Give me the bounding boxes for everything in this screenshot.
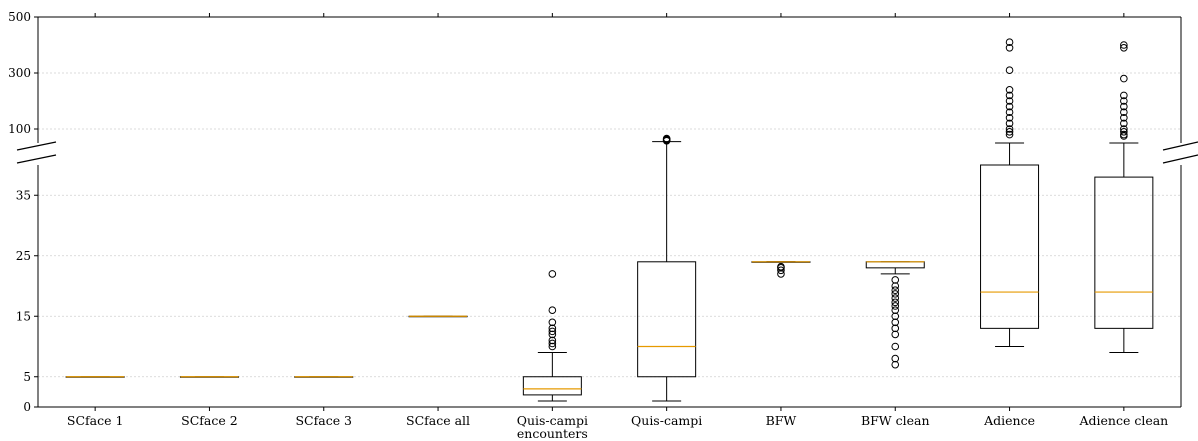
outlier-point <box>1120 108 1128 116</box>
box-layer <box>65 38 1154 402</box>
outlier-point <box>891 360 900 369</box>
y-tick-label: 300 <box>8 66 31 80</box>
category-label: Quis-campi <box>517 413 588 428</box>
outlier-point <box>1005 86 1014 94</box>
outlier-point <box>548 339 557 348</box>
outlier-point <box>548 342 557 351</box>
box-group <box>65 376 125 378</box>
outlier-point <box>1005 114 1014 122</box>
box-iqr <box>637 261 697 378</box>
y-tick-label: 25 <box>16 249 31 263</box>
outlier-point <box>1005 130 1014 139</box>
outlier-point <box>1005 119 1014 128</box>
outlier-point <box>1120 41 1128 49</box>
outlier-point <box>1005 91 1014 100</box>
box-group <box>1094 41 1154 354</box>
outlier-point <box>777 270 785 278</box>
outlier-point <box>1120 114 1128 122</box>
outlier-point <box>548 327 557 336</box>
axis-break-mark <box>1162 154 1198 164</box>
outlier-point <box>548 306 557 315</box>
outlier-point <box>891 286 900 295</box>
outlier-point <box>1120 128 1128 136</box>
outlier-point <box>891 306 900 315</box>
outlier-point <box>548 324 557 333</box>
outlier-point <box>1120 97 1128 105</box>
category-label: SCface 3 <box>295 413 352 428</box>
category-label: Quis-campi <box>631 413 702 428</box>
outlier-point <box>891 312 900 321</box>
box-group <box>980 38 1040 347</box>
outlier-point <box>1120 119 1128 128</box>
y-tick-label: 100 <box>8 122 31 136</box>
category-label: encounters <box>517 426 588 441</box>
box-group <box>294 376 354 378</box>
outlier-point <box>1120 102 1128 111</box>
box-group <box>637 134 697 402</box>
box-group <box>179 376 239 378</box>
outlier-point <box>1005 125 1014 133</box>
box-group <box>865 261 925 369</box>
category-label: SCface all <box>406 413 470 428</box>
outlier-point <box>891 294 900 302</box>
axis-break-mark <box>1162 141 1198 151</box>
outlier-point <box>1005 102 1014 111</box>
outlier-point <box>891 318 900 327</box>
category-label: Adience clean <box>1078 413 1168 428</box>
outlier-point <box>1005 108 1014 116</box>
outlier-point <box>1005 128 1014 136</box>
outlier-point <box>548 318 557 327</box>
outlier-point <box>662 134 671 143</box>
outlier-point <box>1120 74 1128 83</box>
outlier-point <box>891 302 900 310</box>
axis-layer <box>16 13 1198 411</box>
label-layer: 0 5 15 25 35 100 300 500 SCface 1 SCface 2 SCface … <box>8 10 1168 441</box>
category-label: SCface 2 <box>181 413 238 428</box>
outlier-point <box>891 290 900 298</box>
outlier-point <box>1005 66 1014 74</box>
outlier-point <box>1120 130 1128 139</box>
y-tick-label: 500 <box>8 10 31 24</box>
category-label: BFW <box>766 413 797 428</box>
outlier-point <box>891 342 900 351</box>
outlier-point <box>891 282 900 290</box>
box-group <box>522 270 582 402</box>
outlier-point <box>548 336 557 345</box>
box-iqr <box>1094 176 1154 329</box>
outlier-point <box>891 324 900 333</box>
axis-break-mark <box>16 141 57 151</box>
outlier-point <box>1120 91 1128 100</box>
outlier-point <box>548 330 557 339</box>
outlier-point <box>1005 44 1014 52</box>
outlier-point <box>548 270 557 278</box>
outlier-point <box>777 262 785 271</box>
outlier-point <box>1120 44 1128 52</box>
box-iqr <box>522 376 582 396</box>
box-group <box>408 315 468 318</box>
box-group <box>751 261 811 278</box>
outlier-point <box>1120 125 1128 133</box>
outlier-point <box>891 276 900 284</box>
box-iqr <box>980 164 1040 329</box>
y-tick-label: 35 <box>16 188 31 202</box>
outlier-point <box>1005 38 1014 47</box>
y-tick-label: 5 <box>23 370 31 384</box>
outlier-point <box>891 330 900 339</box>
category-label: BFW clean <box>861 413 930 428</box>
outlier-point <box>891 354 900 363</box>
category-label: Adience <box>983 413 1035 428</box>
y-tick-label: 0 <box>23 400 31 414</box>
y-tick-label: 15 <box>16 309 31 323</box>
category-label: SCface 1 <box>67 413 124 428</box>
axis-break-mark <box>16 154 57 164</box>
outlier-point <box>1005 97 1014 105</box>
outlier-point <box>777 266 785 275</box>
outlier-point <box>891 298 900 307</box>
